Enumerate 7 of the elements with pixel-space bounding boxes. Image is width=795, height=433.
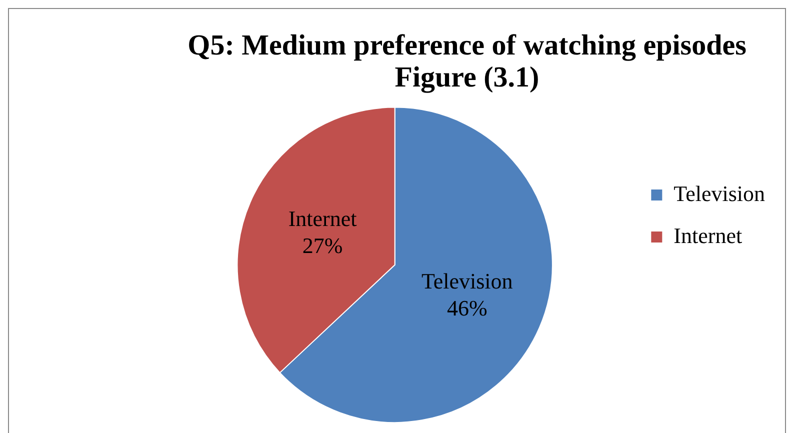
- slice-label: Internet: [288, 206, 357, 231]
- data-label: 46%: [446, 296, 488, 321]
- legend-label: Television: [674, 180, 766, 206]
- legend-label: Internet: [674, 222, 742, 248]
- chart-title: Q5: Medium preference of watching episodes Figure (3.1): [188, 29, 746, 94]
- slice-label: Television: [421, 268, 513, 294]
- data-label: 27%: [302, 232, 343, 258]
